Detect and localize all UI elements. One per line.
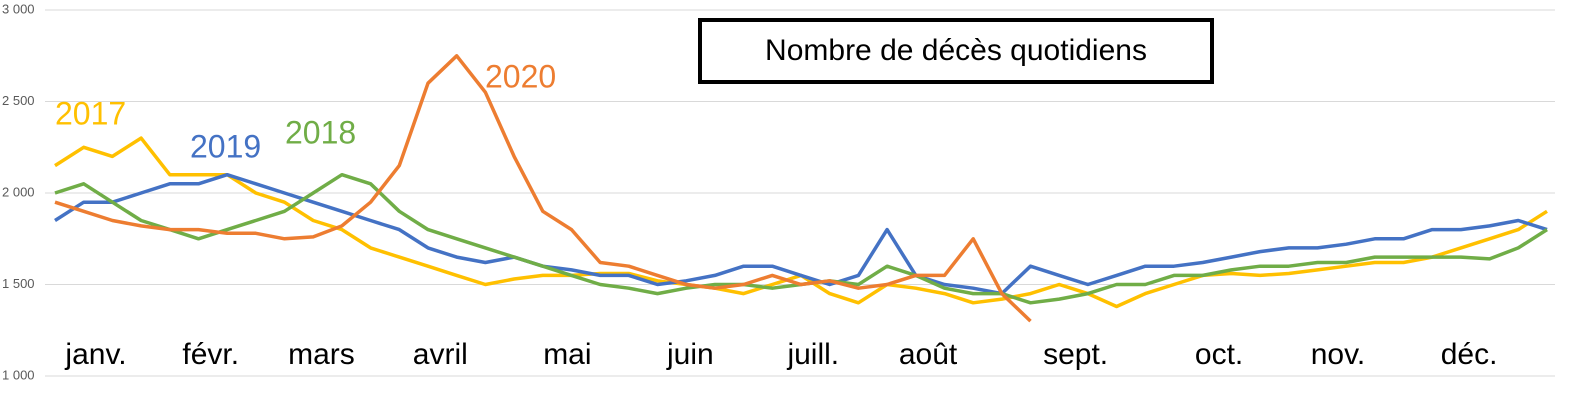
- x-tick-label: sept.: [1043, 338, 1108, 371]
- x-tick-label: nov.: [1311, 338, 1365, 371]
- x-tick-label: févr.: [182, 338, 239, 371]
- x-tick-label: janv.: [64, 338, 126, 371]
- x-tick-label: oct.: [1195, 338, 1243, 371]
- x-tick-label: mars: [288, 338, 355, 371]
- series-label: 2018: [285, 114, 356, 150]
- series-label: 2019: [190, 128, 261, 164]
- x-tick-label: juill.: [786, 338, 839, 371]
- series-label: 2017: [55, 95, 126, 131]
- y-tick-label: 2 000: [2, 184, 35, 199]
- series-line: [54, 54, 1032, 323]
- y-tick-label: 3 000: [2, 1, 35, 16]
- x-tick-label: juin: [666, 338, 714, 371]
- y-tick-label: 2 500: [2, 93, 35, 108]
- series-label: 2020: [485, 58, 556, 94]
- chart-title: Nombre de décès quotidiens: [765, 34, 1147, 67]
- x-tick-label: août: [899, 338, 958, 371]
- series-line: [54, 136, 1548, 309]
- x-tick-label: déc.: [1441, 338, 1498, 371]
- x-tick-label: mai: [543, 338, 591, 371]
- y-tick-label: 1 500: [2, 276, 35, 291]
- title-box: [698, 18, 1214, 84]
- x-tick-label: avril: [413, 338, 468, 371]
- y-tick-label: 1 000: [2, 367, 35, 382]
